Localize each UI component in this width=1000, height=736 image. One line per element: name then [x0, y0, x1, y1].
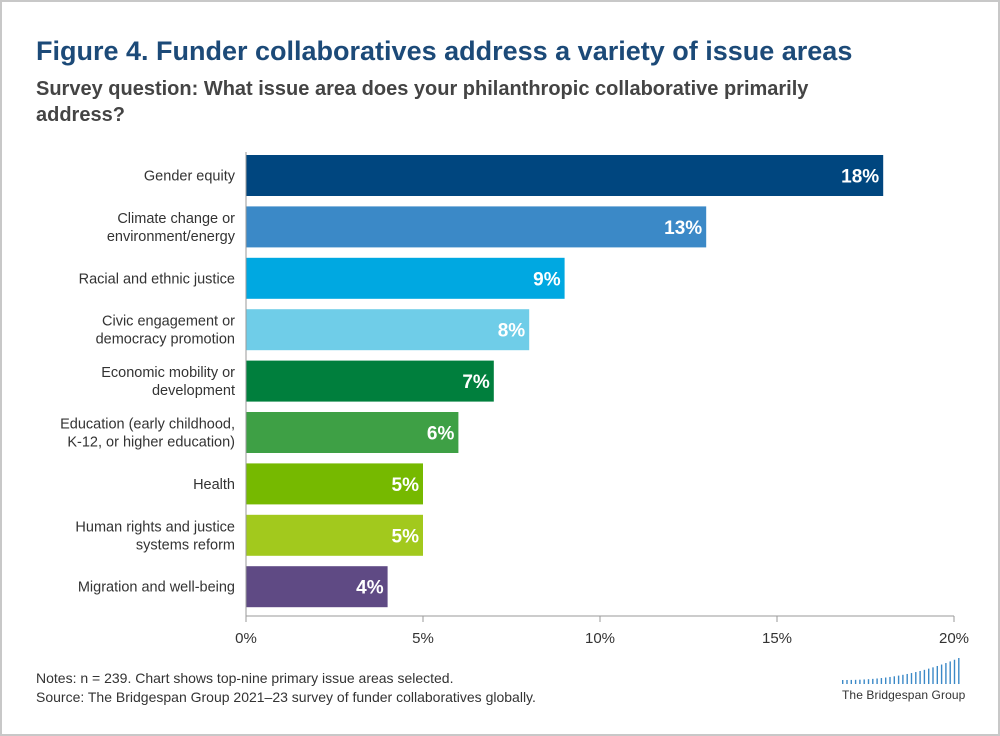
logo-bar	[850, 679, 852, 684]
source-text: Source: The Bridgespan Group 2021–23 sur…	[36, 689, 536, 705]
bar-value-label: 8%	[498, 321, 526, 342]
bar	[246, 155, 884, 196]
bar	[246, 463, 423, 505]
logo-bar	[889, 676, 891, 684]
bar	[246, 309, 530, 351]
bar-value-label: 18%	[841, 167, 879, 188]
x-tick-label: 0%	[235, 630, 257, 647]
logo-bar	[910, 673, 913, 684]
logo-bar	[915, 672, 917, 684]
category-label: Health	[193, 477, 235, 493]
logo-bar	[880, 678, 883, 684]
logo-bar	[953, 659, 956, 684]
bar-value-label: 7%	[462, 372, 490, 393]
logo-bar	[842, 680, 844, 684]
logo-bar	[859, 679, 861, 684]
bar-value-label: 5%	[392, 475, 420, 496]
logo-bar	[932, 667, 934, 684]
category-label: Education (early childhood, K-12, or high…	[60, 417, 235, 451]
category-label: Economic mobility or development	[101, 365, 235, 399]
logo-bar	[906, 673, 908, 684]
logo-bar	[923, 669, 926, 684]
bar	[246, 514, 423, 556]
x-tick-label: 10%	[585, 630, 615, 647]
logo-bar	[885, 677, 887, 684]
bar-value-label: 5%	[392, 526, 420, 547]
logo-bar	[902, 674, 904, 684]
logo-bar	[876, 678, 878, 684]
bar-value-label: 4%	[356, 578, 384, 599]
logo-bar	[958, 658, 960, 684]
bar	[246, 412, 459, 453]
x-tick-label: 5%	[412, 630, 434, 647]
figure-subtitle: Survey question: What issue area does yo…	[36, 78, 809, 126]
logo-bar	[928, 668, 930, 684]
logo-bar	[940, 664, 943, 684]
logo-bar	[893, 676, 895, 684]
logo-text: The Bridgespan Group	[842, 688, 966, 702]
category-label: Racial and ethnic justice	[79, 271, 235, 287]
footnotes: Notes: n = 239. Chart shows top-nine pri…	[36, 669, 536, 707]
category-label: Climate change or environment/energy	[107, 211, 236, 245]
bar	[246, 257, 565, 299]
logo-bar	[919, 670, 921, 684]
logo-bars-icon	[842, 658, 960, 684]
logo-bar	[897, 675, 900, 684]
category-label: Civic engagement or democracy promotion	[96, 314, 236, 348]
bar	[246, 360, 494, 402]
logo-bar	[949, 661, 951, 684]
bar-value-label: 9%	[533, 269, 561, 290]
bar-value-label: 13%	[664, 218, 702, 239]
logo-bar	[936, 665, 938, 684]
x-tick-label: 15%	[762, 630, 792, 647]
category-label: Human rights and justice systems reform	[75, 519, 235, 553]
bar	[246, 206, 707, 248]
logo-bar	[872, 678, 874, 684]
notes-text: Notes: n = 239. Chart shows top-nine pri…	[36, 670, 454, 686]
logo-bar	[854, 679, 857, 684]
logo-bar	[867, 679, 870, 684]
x-tick-label: 20%	[939, 630, 969, 647]
bar	[246, 566, 388, 608]
logo-bar	[863, 679, 865, 684]
logo-bar	[846, 679, 848, 684]
bar-value-label: 6%	[427, 424, 455, 445]
figure-title: Figure 4. Funder collaboratives address …	[36, 36, 853, 66]
bridgespan-logo: The Bridgespan Group	[840, 658, 974, 704]
logo-bar	[945, 663, 947, 684]
bar-chart: 18% Gender equity 13% Climate change or envi…	[60, 152, 969, 647]
category-label: Gender equity	[144, 169, 236, 185]
category-label: Migration and well-being	[78, 580, 235, 596]
